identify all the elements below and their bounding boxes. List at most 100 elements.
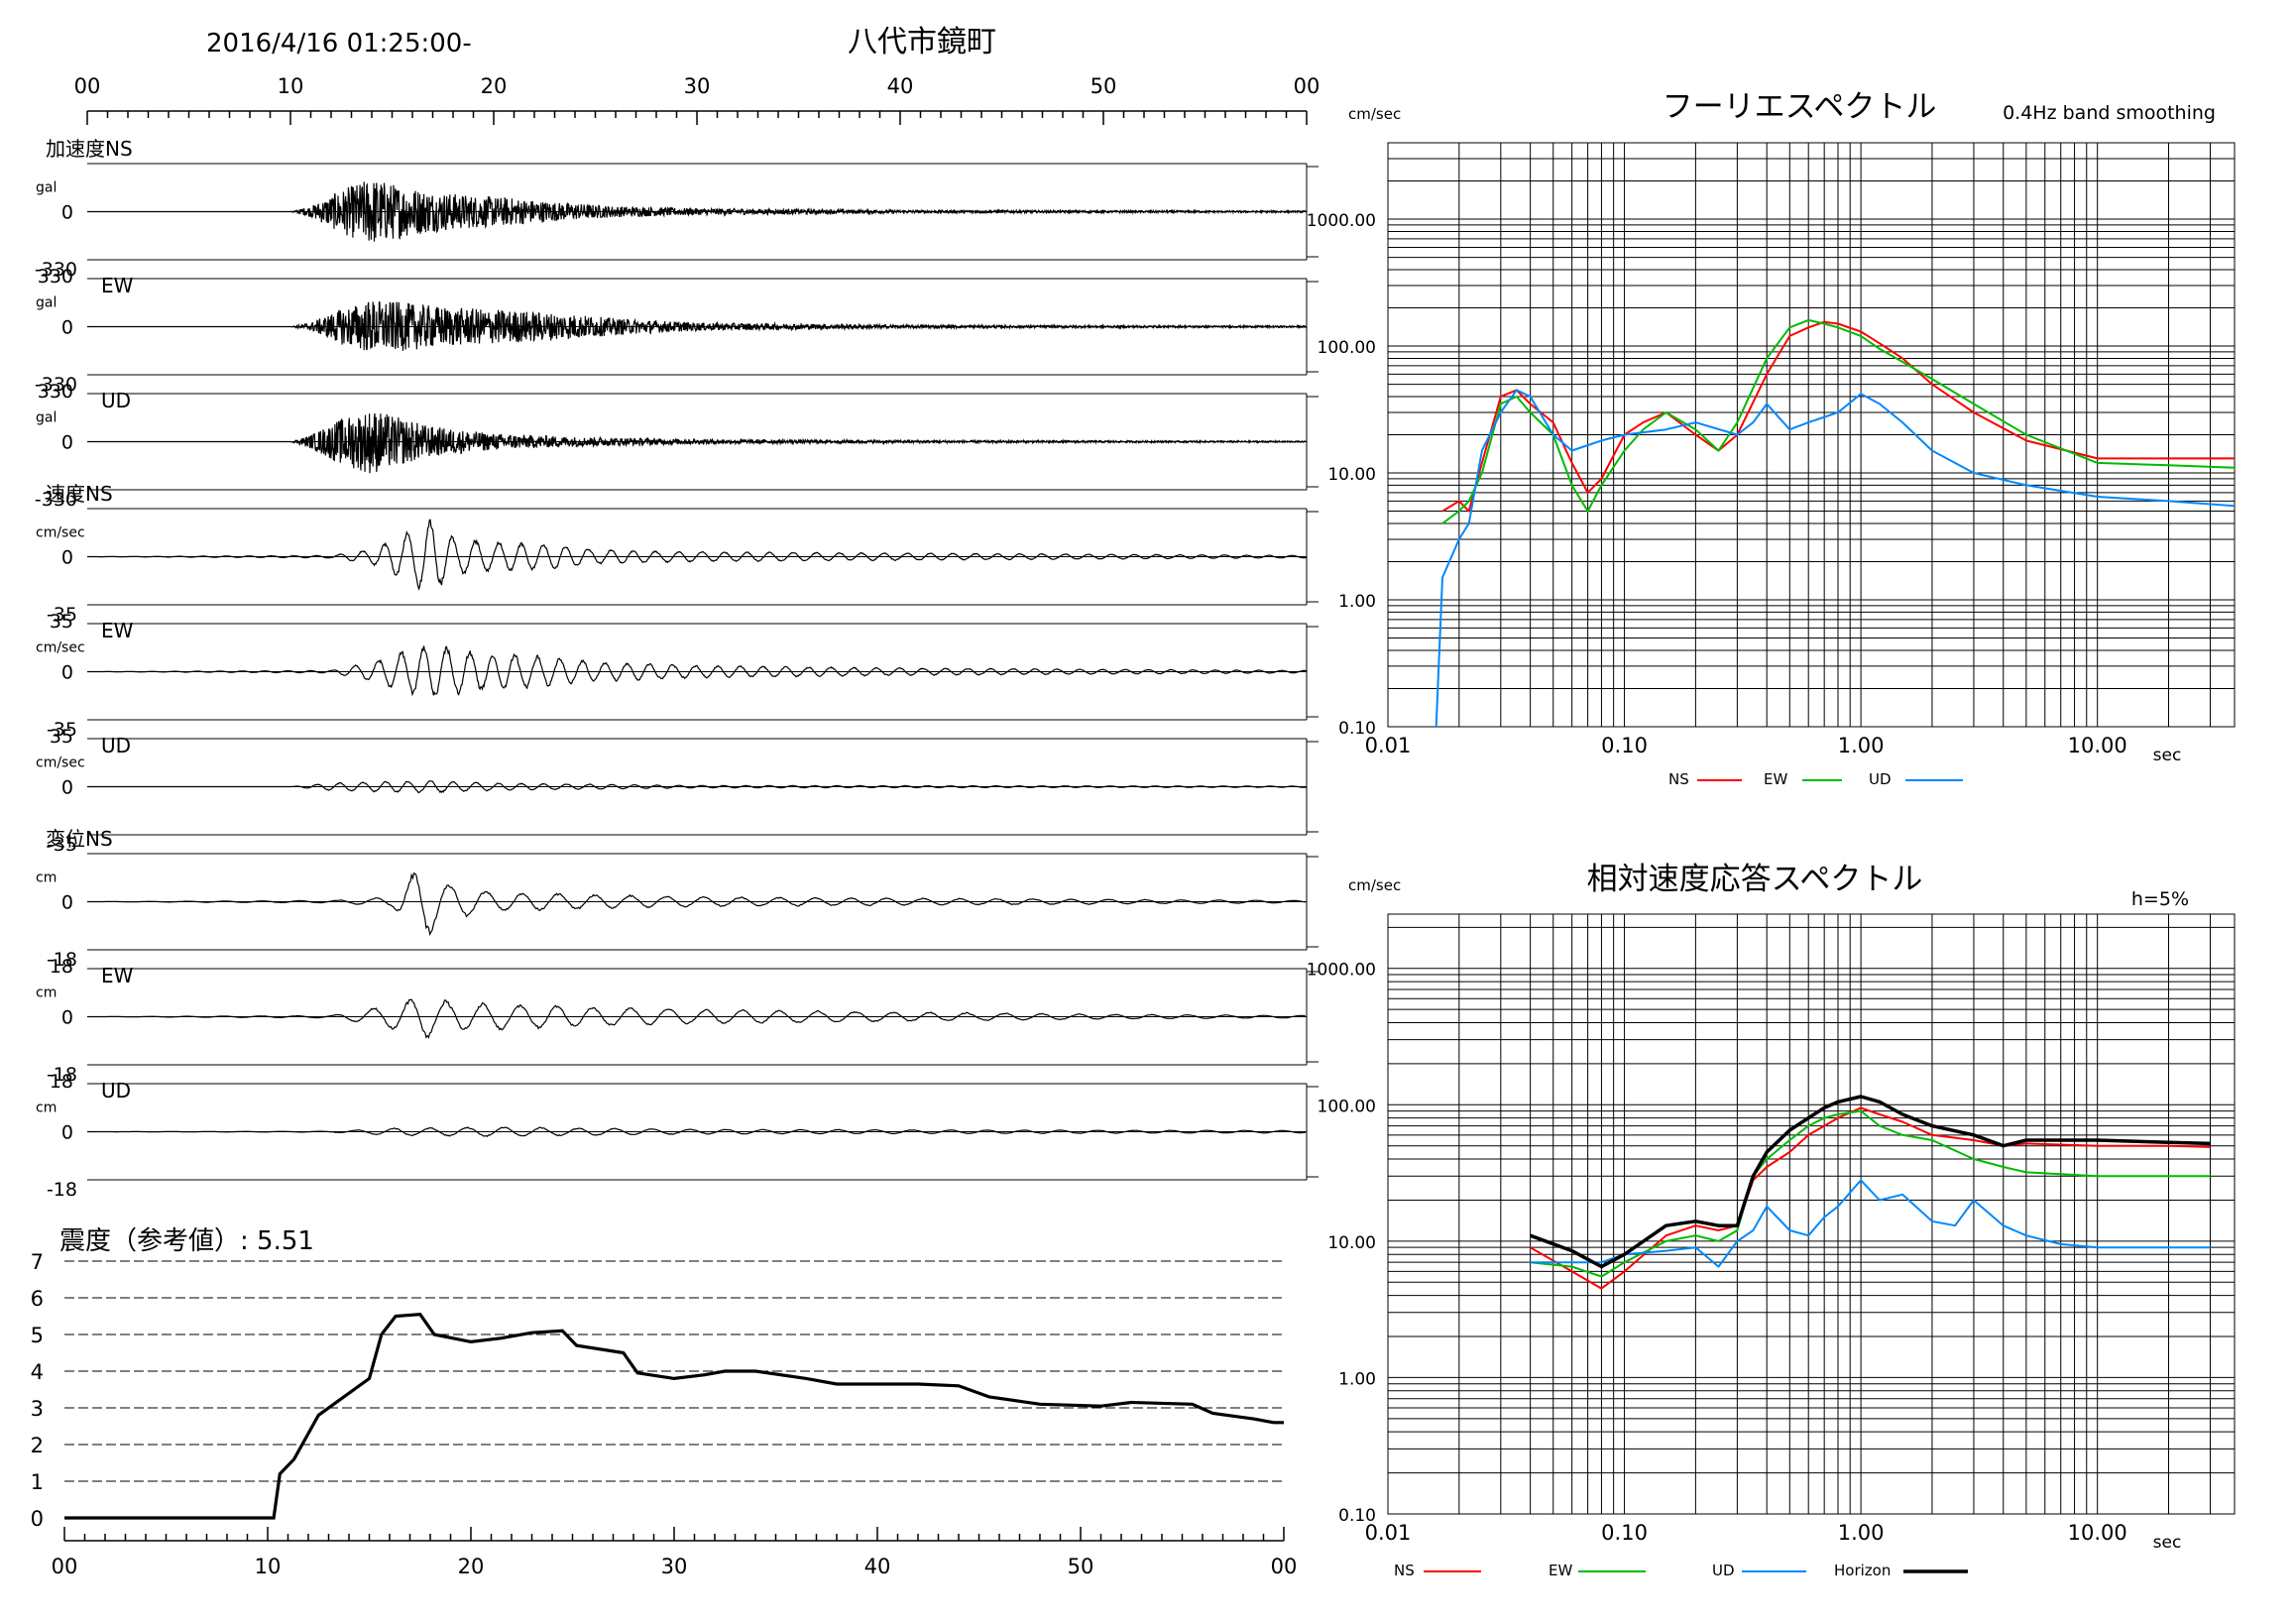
acceleration-ew-strip: EW 330 0 -330 gal [35,266,1319,396]
y-tick-label: 1.00 [1338,1369,1376,1389]
acceleration-ud-waveform [87,412,1307,474]
x-axis-label: sec [2153,746,2182,765]
channel-label: NS [105,137,133,161]
station-name: 八代市鏡町 [848,25,996,59]
acceleration-ew-waveform [87,300,1308,351]
y-tick-label: 10.00 [1327,1233,1376,1253]
velocity-ns-waveform [87,519,1308,591]
channel-label: UD [101,389,131,412]
range-zero-label: 0 [61,1122,73,1144]
x-axis-label: sec [2153,1533,2182,1553]
intensity-chart: 震度（参考値）: 5.51 0 1 2 3 4 5 6 7 00 10 20 30 40 50 00 [31,1226,1298,1578]
top-time-tick-label: 40 [887,74,914,98]
acceleration-ns-strip: 加速度 NS 0 -330 gal [35,137,1319,281]
intensity-ytick-label: 5 [31,1324,44,1347]
bottom-time-tick-label: 50 [1068,1555,1094,1578]
range-max-label: 18 [50,1071,73,1093]
bottom-time-tick-label: 00 [1271,1555,1298,1578]
response-subtitle: h=5% [2131,888,2189,910]
top-time-tick-label: 10 [278,74,304,98]
range-zero-label: 0 [61,547,73,569]
legend-label: NS [1394,1562,1415,1579]
bottom-time-tick-label: 40 [864,1555,891,1578]
y-tick-label: 1.00 [1338,592,1376,612]
displacement-ud-strip: UD 18 0 -18 cm [36,1071,1319,1201]
displacement-group-label: 変位 [46,827,85,851]
y-tick-label: 10.00 [1327,465,1376,485]
intensity-ytick-label: 6 [31,1287,44,1311]
fourier-subtitle: 0.4Hz band smoothing [2003,102,2216,124]
range-min-label: -18 [47,1179,77,1201]
plot-frame [1387,913,2236,1515]
y-tick-label: 1000.00 [1307,211,1376,231]
range-min-label: -330 [35,374,77,396]
acceleration-ud-strip: UD 330 0 -330 gal [35,381,1319,511]
x-tick-label: 0.10 [1601,734,1648,757]
y-axis-label: cm/sec [1348,876,1401,894]
y-tick-label: 1000.00 [1307,961,1376,981]
fourier-title: フーリエスペクトル [1663,89,1937,125]
range-zero-label: 0 [61,317,73,339]
legend-label: EW [1549,1562,1572,1579]
range-min-label: -18 [47,1064,77,1086]
velocity-ew-waveform [87,645,1308,697]
legend-label: UD [1869,770,1892,788]
range-max-label: 330 [38,266,73,288]
range-zero-label: 0 [61,777,73,799]
range-zero-label: 0 [61,202,73,224]
top-time-tick-label: 00 [1294,74,1320,98]
intensity-ytick-label: 4 [31,1360,44,1384]
unit-label: cm/sec [36,640,85,656]
velocity-ud-waveform [87,780,1308,794]
range-max-label: 35 [50,611,73,633]
unit-label: cm [36,1101,57,1116]
bottom-time-tick-label: 20 [458,1555,485,1578]
bottom-time-tick-label: 00 [52,1555,78,1578]
displacement-ns-strip: 変位 NS 0 -18 cm [36,827,1319,971]
channel-label: NS [85,482,113,506]
y-tick-label: 100.00 [1318,1097,1376,1116]
displacement-ew-waveform [87,998,1306,1039]
record-datetime: 2016/4/16 01:25:00- [206,29,472,58]
displacement-ud-waveform [87,1126,1306,1137]
y-axis-label: cm/sec [1348,105,1401,123]
intensity-title: 震度（参考値）: 5.51 [59,1226,314,1256]
x-tick-label: 0.10 [1601,1521,1648,1545]
top-time-tick-label: 30 [684,74,711,98]
channel-label: UD [101,1079,131,1102]
series-line-ud [1435,389,2236,728]
legend-label: Horizon [1834,1562,1891,1579]
range-zero-label: 0 [61,892,73,914]
unit-label: gal [36,180,57,196]
x-tick-label: 10.00 [2068,1521,2127,1545]
channel-label: NS [85,827,113,851]
unit-label: gal [36,410,57,426]
range-min-label: -330 [35,489,77,511]
legend-label: UD [1712,1562,1735,1579]
series-line-ud [1530,1179,2211,1268]
displacement-ns-waveform [87,871,1306,936]
range-zero-label: 0 [61,432,73,454]
velocity-group-label: 速度 [46,482,85,506]
channel-label: EW [101,619,134,642]
top-time-tick-label: 20 [481,74,508,98]
x-tick-label: 0.01 [1365,1521,1412,1545]
intensity-ytick-label: 1 [31,1470,44,1494]
velocity-ns-strip: 速度 NS 0 -35 cm/sec [36,482,1319,626]
y-tick-label: 100.00 [1318,338,1376,358]
intensity-ytick-label: 7 [31,1250,44,1274]
unit-label: cm [36,985,57,1001]
intensity-ytick-label: 3 [31,1397,44,1421]
range-min-label: -35 [47,834,77,856]
response-title: 相対速度応答スペクトル [1587,862,1923,897]
range-max-label: 18 [50,956,73,978]
range-min-label: -35 [47,719,77,741]
intensity-ytick-label: 0 [31,1507,44,1531]
bottom-time-tick-label: 10 [255,1555,282,1578]
channel-label: EW [101,964,134,987]
range-zero-label: 0 [61,1007,73,1029]
